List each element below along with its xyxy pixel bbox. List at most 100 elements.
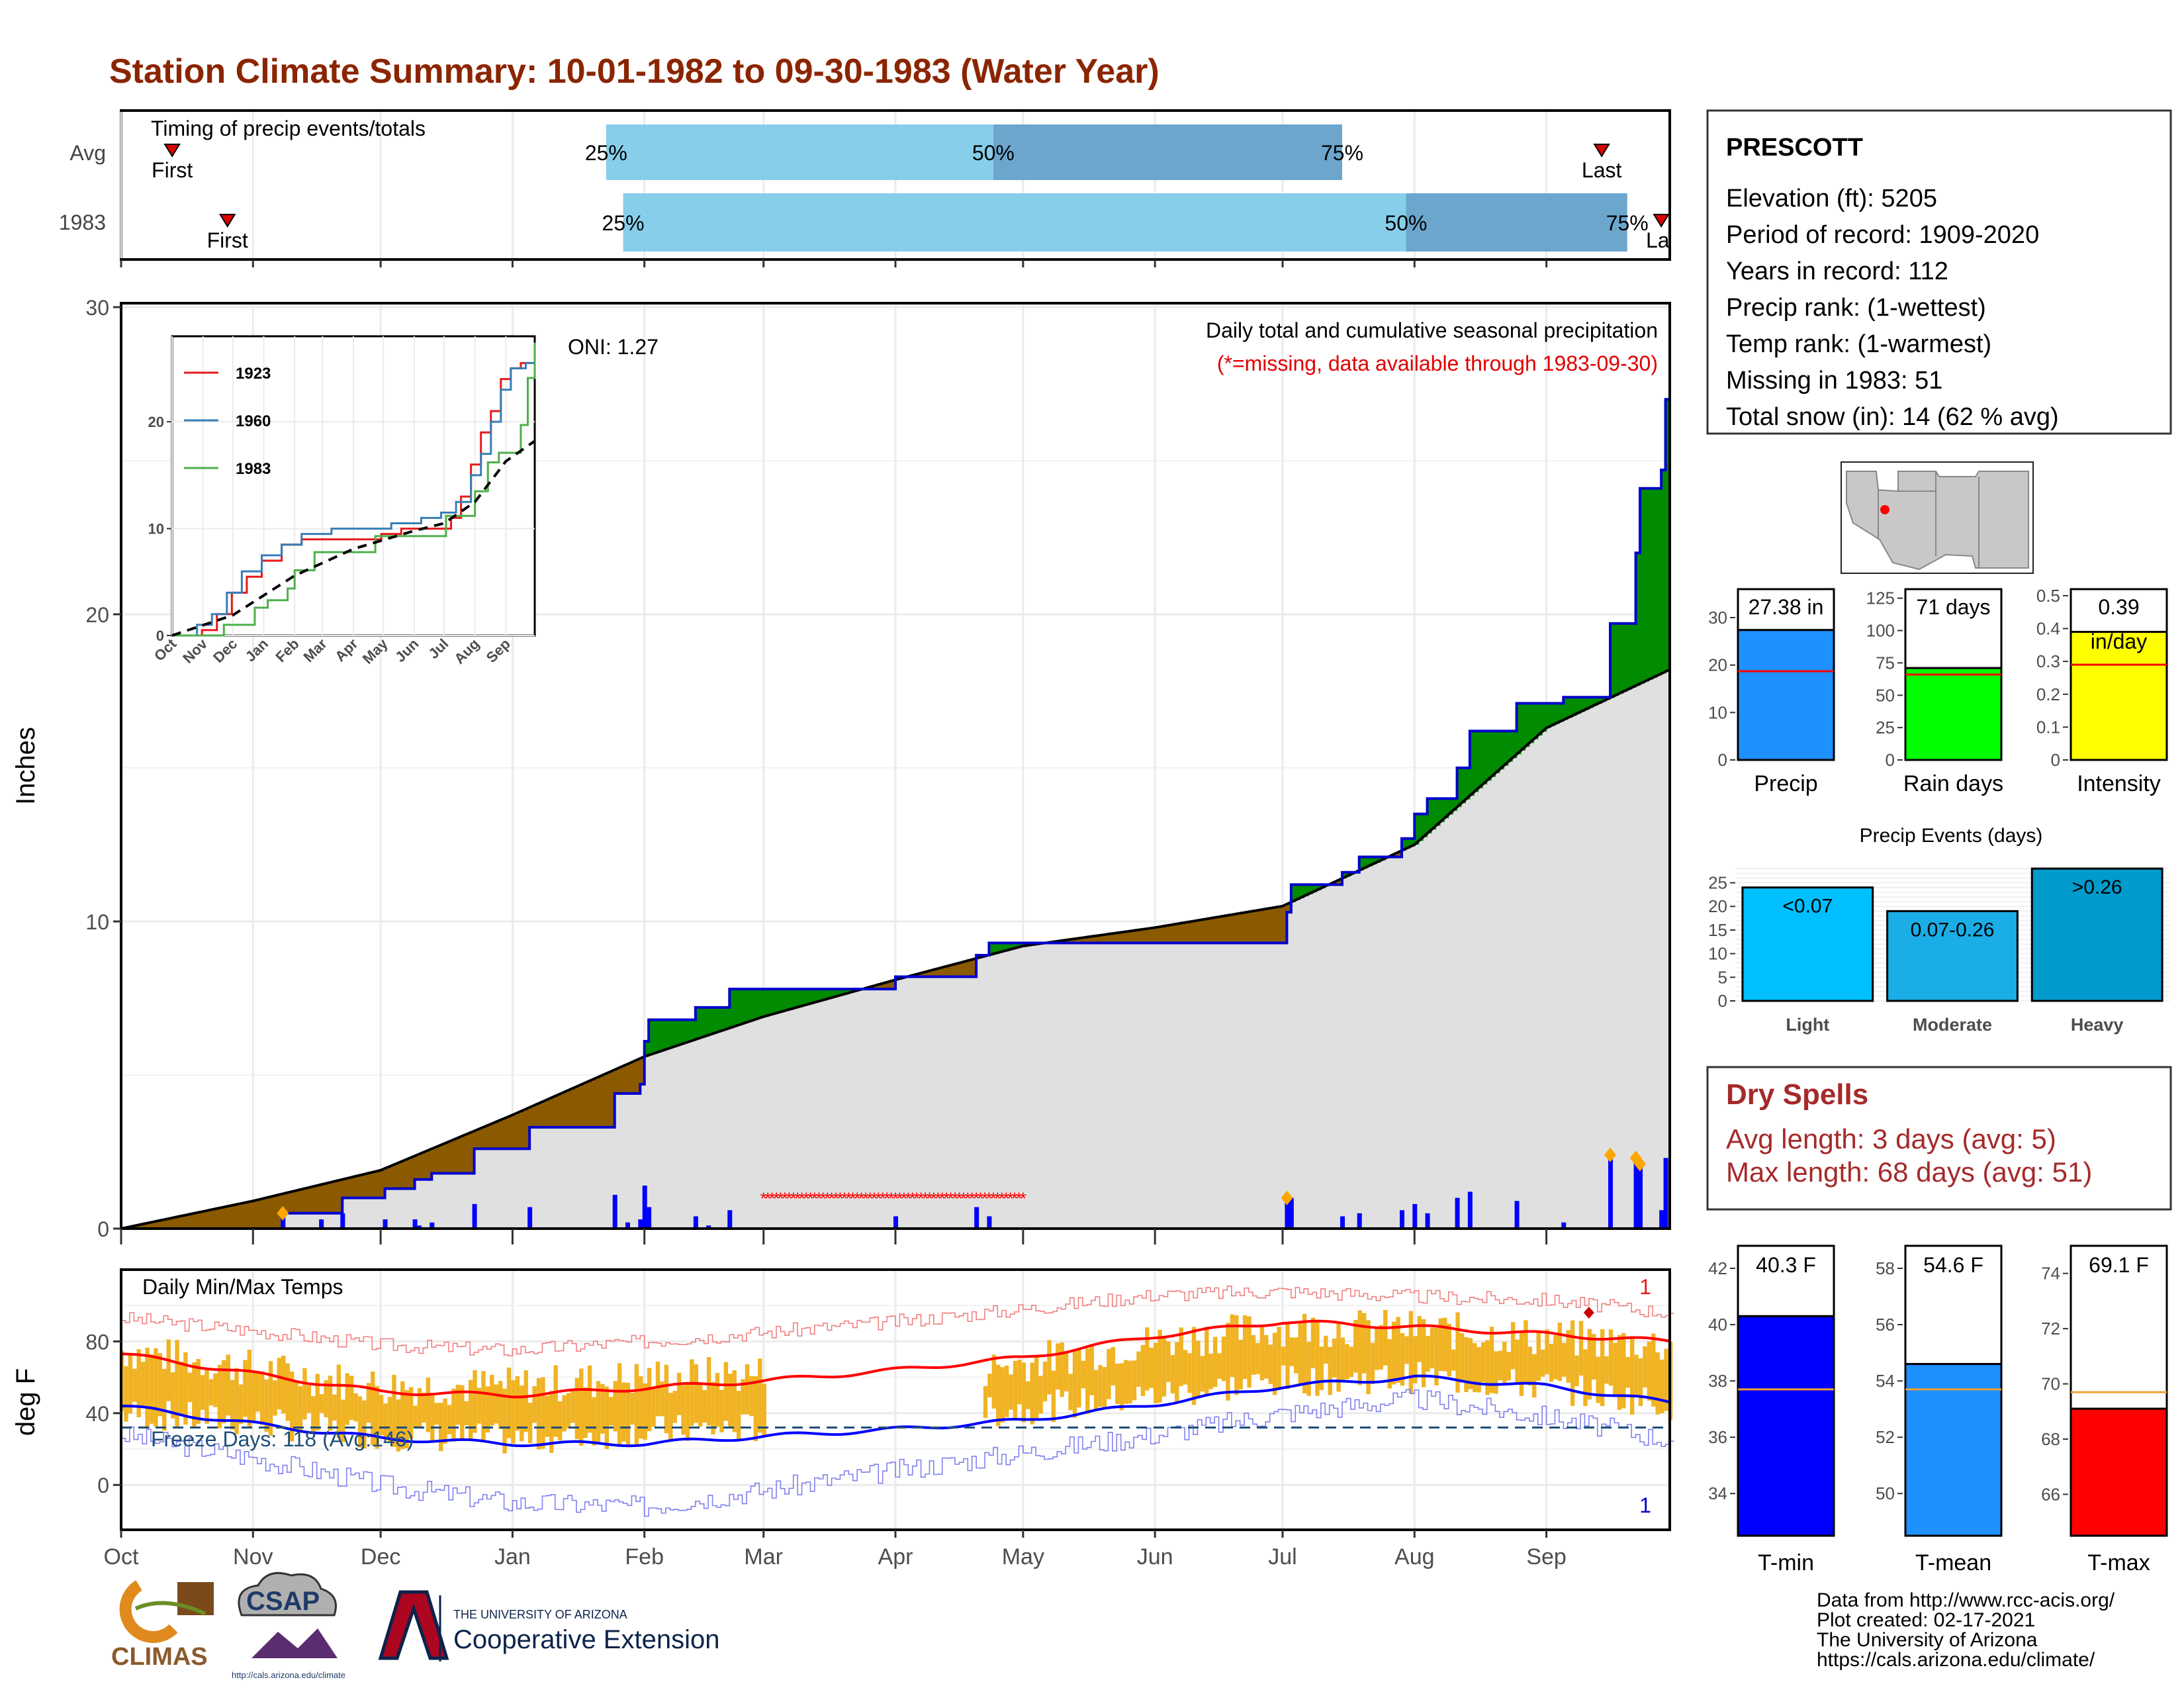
- daily-temp-bar: [408, 1387, 414, 1439]
- missing-marker: *: [926, 1189, 933, 1209]
- daily-temp-bar: [655, 1361, 660, 1417]
- summary-bar-Intensity: [2070, 631, 2168, 761]
- daily-temp-bar: [140, 1362, 146, 1406]
- daily-temp-bar: [1510, 1322, 1516, 1370]
- summary-y-tick-label: 0.5: [2036, 586, 2060, 606]
- surplus-segment: [1006, 943, 1011, 951]
- deficit-segment: [474, 1131, 479, 1149]
- climas-logo-arc: [119, 1580, 178, 1643]
- ua-small-text: THE UNIVERSITY OF ARIZONA: [453, 1608, 627, 1621]
- temp-summary-bars: 34 36 38 40 42 40.3 F T-min 50 52 54 56 58 54.6 F T-m…: [1708, 1244, 2169, 1575]
- deficit-segment: [1112, 933, 1117, 943]
- deficit-segment: [470, 1133, 475, 1174]
- surplus-segment: [729, 989, 735, 1029]
- deficit-segment: [640, 1058, 645, 1084]
- deficit-segment: [355, 1176, 360, 1198]
- daily-temp-bar: [345, 1373, 349, 1425]
- missing-marker: *: [866, 1189, 873, 1209]
- deficit-segment: [1214, 917, 1220, 943]
- temp-bar-axis-label-T-mean: T-mean: [1915, 1550, 1991, 1575]
- surplus-segment: [1469, 731, 1475, 796]
- deficit-segment: [338, 1180, 343, 1213]
- deficit-segment: [529, 1107, 535, 1127]
- locator-map: [1841, 461, 2034, 574]
- missing-marker: *: [918, 1189, 925, 1209]
- timing-bar-q2: [1406, 193, 1627, 252]
- temp-bar-value-label: 69.1 F: [2089, 1253, 2149, 1277]
- deficit-segment: [1138, 929, 1143, 943]
- temp-label: Daily Min/Max Temps: [142, 1275, 343, 1299]
- daily-temp-bar: [1480, 1342, 1486, 1383]
- daily-temp-bar: [136, 1349, 141, 1417]
- daily-temp-bar: [1426, 1335, 1430, 1372]
- surplus-segment: [1495, 731, 1500, 773]
- deficit-segment: [533, 1105, 539, 1127]
- missing-marker: *: [939, 1189, 946, 1209]
- daily-temp-bar: [238, 1384, 244, 1425]
- surplus-segment: [1521, 703, 1526, 751]
- precip-y-tick-label: 30: [85, 296, 109, 320]
- daily-temp-bar: [1515, 1339, 1520, 1385]
- daily-temp-bar: [447, 1405, 452, 1434]
- temp-bar-y-tick-label: 54: [1876, 1371, 1895, 1391]
- daily-temp-bar: [741, 1379, 745, 1415]
- summary-y-tick-label: 30: [1708, 608, 1727, 628]
- daily-temp-bar: [1081, 1360, 1086, 1389]
- deficit-segment: [197, 1212, 203, 1229]
- temp-panel: 0 40 80 Oct Nov Dec Jan Feb Mar Apr May Jun Jul Aug S…: [11, 1268, 1674, 1570]
- daily-precip-bar: [1357, 1213, 1362, 1229]
- daily-temp-bar: [1021, 1362, 1026, 1423]
- deficit-segment: [1176, 923, 1181, 943]
- summary-y-tick-label: 0: [1886, 750, 1895, 770]
- surplus-segment: [784, 989, 790, 1011]
- daily-temp-bar: [753, 1376, 758, 1442]
- deficit-segment: [1180, 923, 1185, 943]
- daily-temp-bar: [302, 1368, 307, 1420]
- daily-temp-bar: [1277, 1327, 1281, 1390]
- surplus-segment: [1491, 731, 1496, 777]
- deficit-segment: [602, 1075, 607, 1127]
- daily-temp-bar: [451, 1388, 456, 1442]
- daily-temp-bar: [996, 1364, 1001, 1427]
- deficit-segment: [419, 1154, 424, 1180]
- surplus-segment: [1644, 488, 1649, 682]
- deficit-segment: [248, 1201, 253, 1229]
- deficit-segment: [512, 1115, 518, 1149]
- summary-y-tick-label: 125: [1866, 588, 1895, 608]
- daily-temp-bar: [128, 1354, 133, 1414]
- daily-temp-bar: [1519, 1331, 1524, 1396]
- temp-bar-T-min: [1737, 1315, 1835, 1537]
- deficit-segment: [1338, 880, 1343, 885]
- daily-temp-bar: [1205, 1327, 1209, 1395]
- dry-spells-avg: Avg length: 3 days (avg: 5): [1726, 1123, 2056, 1154]
- temp-x-tick-label: Feb: [625, 1544, 664, 1570]
- daily-temp-bar: [422, 1392, 426, 1423]
- daily-temp-bar: [592, 1397, 596, 1446]
- daily-temp-bar: [1638, 1358, 1643, 1406]
- daily-temp-bar: [1042, 1361, 1048, 1402]
- daily-temp-bar: [1251, 1335, 1256, 1375]
- daily-temp-bar: [162, 1369, 167, 1431]
- missing-marker: *: [960, 1189, 967, 1209]
- daily-temp-bar: [1310, 1317, 1316, 1368]
- deficit-segment: [1274, 907, 1279, 943]
- surplus-segment: [776, 989, 782, 1013]
- deficit-segment: [389, 1166, 394, 1189]
- deficit-segment: [253, 1201, 258, 1229]
- daily-temp-bar: [1319, 1346, 1324, 1390]
- missing-marker: *: [994, 1189, 1001, 1209]
- daily-precip-bar: [1400, 1210, 1404, 1229]
- daily-temp-bar: [1009, 1374, 1013, 1410]
- daily-temp-bar: [234, 1368, 239, 1434]
- missing-marker: *: [841, 1189, 848, 1209]
- daily-precip-bar: [727, 1210, 733, 1229]
- snow-diamond-marker: [1604, 1147, 1616, 1162]
- daily-temp-bar: [676, 1372, 682, 1415]
- daily-temp-bar: [196, 1358, 201, 1424]
- deficit-segment: [1120, 932, 1126, 943]
- temp-x-tick-label: Apr: [878, 1544, 913, 1570]
- daily-precip-bar: [417, 1225, 422, 1229]
- deficit-segment: [163, 1219, 169, 1229]
- deficit-segment: [478, 1129, 484, 1149]
- missing-marker: *: [956, 1189, 962, 1209]
